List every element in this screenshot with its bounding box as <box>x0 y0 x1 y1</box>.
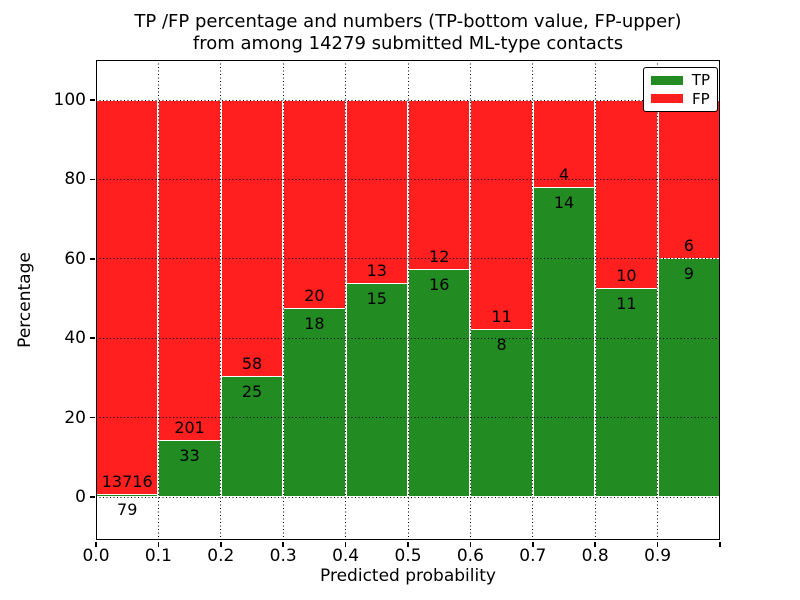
y-tick-label: 40 <box>64 328 86 349</box>
tp-bar <box>595 289 658 497</box>
fp-count-label: 11 <box>491 306 512 326</box>
legend-label-fp: FP <box>692 89 710 108</box>
chart-title-line1: TP /FP percentage and numbers (TP-bottom… <box>134 11 682 32</box>
x-gridline <box>407 60 409 540</box>
x-gridline <box>345 60 347 540</box>
x-tick-label: 0.2 <box>207 546 235 566</box>
x-tick-label: 0.4 <box>332 546 360 566</box>
fp-bar <box>96 100 159 495</box>
y-tick-label: 60 <box>64 248 86 269</box>
x-axis-label: Predicted probability <box>320 566 496 586</box>
fp-count-label: 201 <box>174 418 205 437</box>
y-tick <box>89 178 95 181</box>
legend-swatch-fp <box>651 94 683 104</box>
fp-bar <box>158 100 221 441</box>
x-gridline <box>594 60 596 540</box>
fp-count-label: 58 <box>241 354 263 374</box>
legend-row-fp: FP <box>651 91 710 107</box>
x-tick-label: 0.9 <box>644 546 672 566</box>
tp-count-label: 79 <box>117 499 138 519</box>
fp-count-label: 20 <box>304 285 325 305</box>
x-tick <box>157 541 160 547</box>
fp-bar <box>345 100 408 285</box>
tp-count-label: 16 <box>429 275 450 295</box>
x-tick-label: 0.8 <box>581 546 609 566</box>
x-tick <box>95 541 97 547</box>
x-gridline <box>282 60 284 540</box>
fp-bar <box>408 100 471 271</box>
legend-label-tp: TP <box>691 71 710 90</box>
x-tick <box>594 541 596 547</box>
x-tick <box>656 541 659 547</box>
tp-bar <box>408 270 471 497</box>
fp-count-label: 4 <box>558 165 570 185</box>
x-gridline <box>657 60 659 540</box>
tp-bar <box>532 188 596 497</box>
x-tick-label: 0.1 <box>144 546 172 566</box>
tp-bar <box>220 377 284 497</box>
x-tick <box>532 541 534 547</box>
fp-bar <box>532 100 596 189</box>
tp-bar <box>657 258 720 497</box>
fp-bar <box>220 100 284 378</box>
y-tick <box>89 416 95 419</box>
x-tick-label: 0.3 <box>269 546 297 566</box>
x-gridline <box>469 60 471 540</box>
x-tick-label: 0.0 <box>82 546 110 566</box>
tp-count-label: 11 <box>616 294 637 314</box>
x-gridline <box>220 60 222 540</box>
tp-bar <box>470 329 533 497</box>
tp-bar <box>345 284 408 497</box>
plot-area: 13716 79 201 33 58 25 20 18 13 15 12 16 11 8 4 14 10 11 6 9 <box>96 60 720 540</box>
x-tick <box>344 541 347 547</box>
tp-bar <box>283 308 346 497</box>
x-tick <box>282 541 284 547</box>
x-tick-label: 0.6 <box>456 546 484 566</box>
tp-count-label: 14 <box>553 193 575 213</box>
legend: TP FP <box>643 67 718 112</box>
x-tick-label: 0.5 <box>394 546 422 566</box>
fp-count-label: 10 <box>616 266 637 286</box>
tp-count-label: 33 <box>179 446 200 465</box>
tp-count-label: 8 <box>496 334 507 354</box>
y-tick <box>89 258 95 260</box>
x-tick <box>407 541 409 547</box>
tp-bar <box>158 441 221 497</box>
x-tick <box>719 541 721 547</box>
tp-count-label: 18 <box>304 313 325 333</box>
x-gridline <box>532 60 534 540</box>
y-tick-label: 80 <box>64 169 86 190</box>
fp-bar <box>283 100 346 309</box>
y-tick-label: 0 <box>75 487 86 507</box>
y-tick <box>89 99 95 101</box>
y-tick <box>89 337 95 339</box>
y-tick <box>89 496 95 498</box>
tp-count-label: 15 <box>366 289 387 309</box>
tp-count-label: 9 <box>683 263 694 283</box>
x-gridline <box>157 60 159 540</box>
fp-count-label: 12 <box>429 247 450 267</box>
fp-count-label: 13 <box>366 261 387 281</box>
x-tick <box>469 541 472 547</box>
tp-count-label: 25 <box>241 382 263 402</box>
legend-swatch-tp <box>651 75 683 85</box>
fp-count-label: 13716 <box>101 471 153 491</box>
x-tick <box>220 541 222 547</box>
y-tick-label: 100 <box>53 90 86 110</box>
fp-bar <box>595 100 658 290</box>
fp-count-label: 6 <box>683 235 694 255</box>
legend-row-tp: TP <box>651 72 710 88</box>
y-tick-label: 20 <box>64 407 86 428</box>
fp-bar <box>470 100 533 330</box>
chart-title-line2: from among 14279 submitted ML-type conta… <box>192 33 624 54</box>
x-tick-label: 0.7 <box>519 546 547 566</box>
